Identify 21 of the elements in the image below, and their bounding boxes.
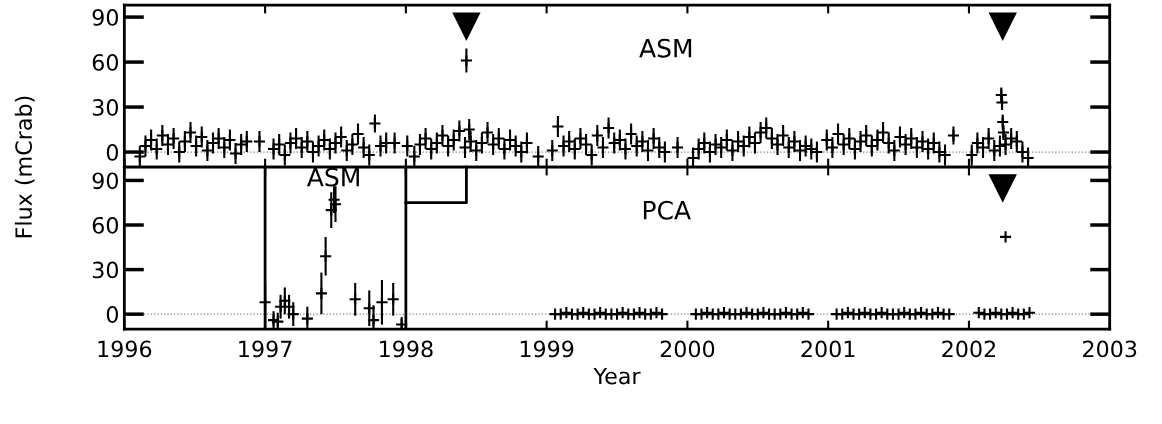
x-tick-label: 1997 <box>239 340 292 358</box>
y-tick-label: 90 <box>92 9 118 26</box>
x-tick-label: 1998 <box>380 340 433 358</box>
x-tick-label: 2000 <box>660 340 715 358</box>
y-tick-label: 0 <box>106 144 118 161</box>
y-axis-title: Flux (mCrab) <box>14 96 35 238</box>
y-tick-label: 30 <box>92 99 118 116</box>
y-tick-label: 60 <box>92 216 118 234</box>
y-tick-label: 90 <box>92 172 118 190</box>
x-axis-title: Year <box>593 367 641 385</box>
x-tick-label: 1999 <box>520 340 574 358</box>
series-label: ASM <box>307 167 359 187</box>
text: PCA <box>643 200 691 220</box>
x-tick-label: 2003 <box>1083 340 1137 358</box>
y-tick-label: 0 <box>106 306 118 323</box>
x-tick-label: 1996 <box>98 340 152 358</box>
text: ASM <box>639 38 692 58</box>
y-tick-label: 30 <box>92 261 118 279</box>
x-tick-label: 2001 <box>801 340 855 358</box>
y-tick-label: 60 <box>92 54 118 71</box>
x-tick-label: 2002 <box>942 340 995 358</box>
